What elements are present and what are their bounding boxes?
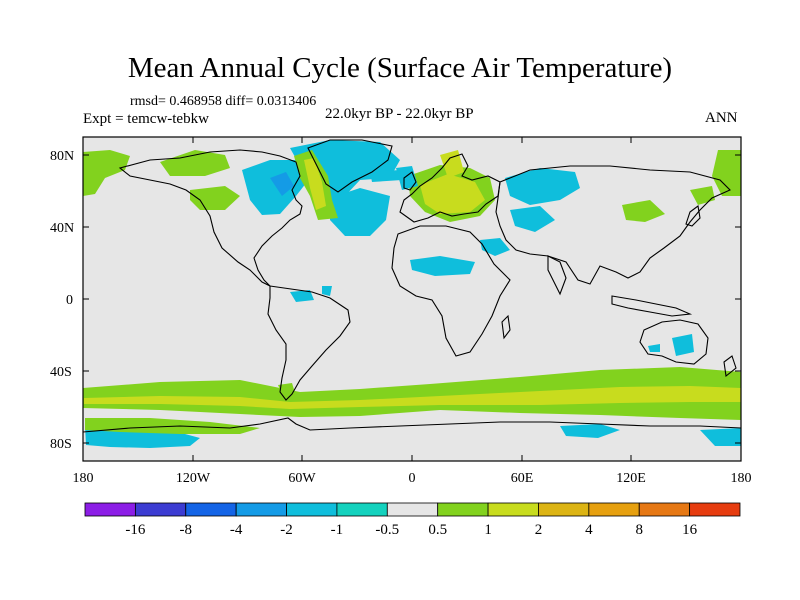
colorbar: -16 -8 -4 -2 -1 -0.5 0.5 1 2 4 8 16 (84, 502, 741, 538)
lat-tick-0: 0 (66, 293, 741, 308)
anomaly-tropical-atlantic-cool (290, 290, 314, 302)
lat-label-40n: 40N (50, 221, 74, 236)
colorbar-label-8: 2 (535, 522, 543, 538)
coast-north-america (118, 149, 303, 287)
anomaly-central-asia-cool (510, 206, 555, 232)
coast-europe (399, 153, 501, 223)
anomaly-scandinavia-warm (440, 150, 464, 178)
lat-label-80n: 80N (50, 149, 74, 164)
anomaly-north-pacific-west (83, 150, 130, 196)
lon-label-120e: 120E (616, 471, 646, 486)
anomaly-antarctic-cool-2 (560, 424, 620, 438)
lon-label-60w: 60W (288, 471, 316, 486)
colorbar-label-10: 8 (635, 522, 643, 538)
anomaly-arabia-cool (480, 238, 510, 256)
lat-tick-40n: 40N (50, 221, 741, 236)
lon-label-120w: 120W (176, 471, 211, 486)
colorbar-label-1: -8 (180, 522, 193, 538)
colorbar-box-9 (538, 502, 590, 517)
colorbar-box-12 (689, 502, 741, 517)
lat-label-80s: 80S (50, 437, 72, 452)
colorbar-box-7 (437, 502, 489, 517)
anomaly-australia-cool (672, 334, 694, 356)
lon-label-0: 0 (409, 471, 416, 486)
lon-tick-180e: 180 (731, 471, 752, 486)
coast-japan (685, 205, 701, 227)
anomaly-patagonia (278, 383, 296, 400)
lat-label-0: 0 (66, 293, 73, 308)
anomaly-amazon-cool (322, 286, 332, 296)
lon-tick-180w: 180 (73, 471, 94, 486)
anomaly-antarctic-cool-3 (700, 428, 741, 446)
anomaly-indian-ocean-cool (648, 344, 660, 352)
colorbar-box-6 (386, 502, 439, 517)
lat-tick-80s: 80S (50, 437, 741, 452)
colorbar-label-5: -0.5 (375, 522, 399, 538)
colorbar-label-7: 1 (484, 522, 492, 538)
anomaly-north-atlantic-cool (330, 188, 390, 236)
colorbar-box-8 (487, 502, 539, 517)
plot-title: Mean Annual Cycle (Surface Air Temperatu… (127, 52, 673, 84)
coastlines (83, 139, 741, 433)
anomaly-field (83, 140, 741, 448)
longitude-axis: 180 120W 60W 0 60E 120E 180 (73, 137, 752, 486)
colorbar-box-4 (286, 502, 338, 517)
lat-tick-80n: 80N (50, 149, 741, 164)
anomaly-southern-ocean-core (84, 386, 741, 409)
lon-tick-60w: 60W (288, 137, 316, 486)
coast-india (547, 255, 567, 296)
colorbar-label-6: 0.5 (428, 522, 447, 538)
colorbar-label-9: 4 (585, 522, 593, 538)
anomaly-siberia-cool (505, 168, 580, 205)
experiment-label: Expt = temcw-tebkw (83, 111, 209, 127)
colorbar-label-3: -2 (280, 522, 293, 538)
anomaly-canada-cool (242, 160, 310, 215)
lon-tick-120w: 120W (176, 137, 211, 486)
colorbar-box-11 (638, 502, 691, 517)
coast-indonesia (611, 295, 693, 317)
coast-australia (639, 319, 709, 365)
anomaly-alaska (160, 150, 230, 176)
anomaly-sahara-cool (410, 256, 475, 276)
anomaly-hudson-cool (270, 172, 294, 196)
coast-uk (403, 171, 417, 191)
coast-greenland (307, 139, 393, 193)
coast-antarctica (83, 417, 741, 433)
colorbar-box-2 (185, 502, 237, 517)
period-label: 22.0kyr BP - 22.0kyr BP (325, 106, 474, 122)
lon-tick-60e: 60E (511, 137, 534, 486)
lat-tick-40s: 40S (50, 365, 741, 380)
lat-label-40s: 40S (50, 365, 72, 380)
coast-south-america (267, 285, 351, 401)
lon-label-60e: 60E (511, 471, 534, 486)
coast-madagascar (501, 314, 511, 340)
colorbar-box-0 (84, 502, 136, 517)
anomaly-europe-warm-core (420, 174, 485, 214)
coast-new-zealand (723, 355, 737, 378)
anomaly-east-asia-warm (622, 200, 665, 222)
colorbar-label-2: -4 (230, 522, 243, 538)
anomaly-arctic-cool (370, 170, 402, 182)
coast-africa (391, 225, 511, 357)
latitude-axis: 80N 40N 0 40S 80S (50, 149, 741, 452)
anomaly-kamchatka-warm (690, 186, 715, 205)
colorbar-label-11: 16 (682, 522, 698, 538)
anomaly-far-east-pacific (712, 150, 741, 196)
lon-label-180e: 180 (731, 471, 752, 486)
anomaly-southern-ocean-band (83, 367, 741, 420)
stats-text: rmsd= 0.468958 diff= 0.0313406 (130, 94, 317, 109)
colorbar-box-5 (336, 502, 388, 517)
lon-tick-0: 0 (409, 137, 416, 486)
anomaly-labrador-warm-core (304, 158, 326, 210)
colorbar-box-3 (235, 502, 287, 517)
colorbar-box-10 (588, 502, 640, 517)
colorbar-label-4: -1 (331, 522, 344, 538)
coast-asia (495, 165, 731, 285)
lon-tick-120e: 120E (616, 137, 646, 486)
season-label: ANN (705, 110, 738, 126)
colorbar-box-1 (134, 502, 187, 517)
lon-label-180w: 180 (73, 471, 94, 486)
colorbar-label-0: -16 (125, 522, 145, 538)
